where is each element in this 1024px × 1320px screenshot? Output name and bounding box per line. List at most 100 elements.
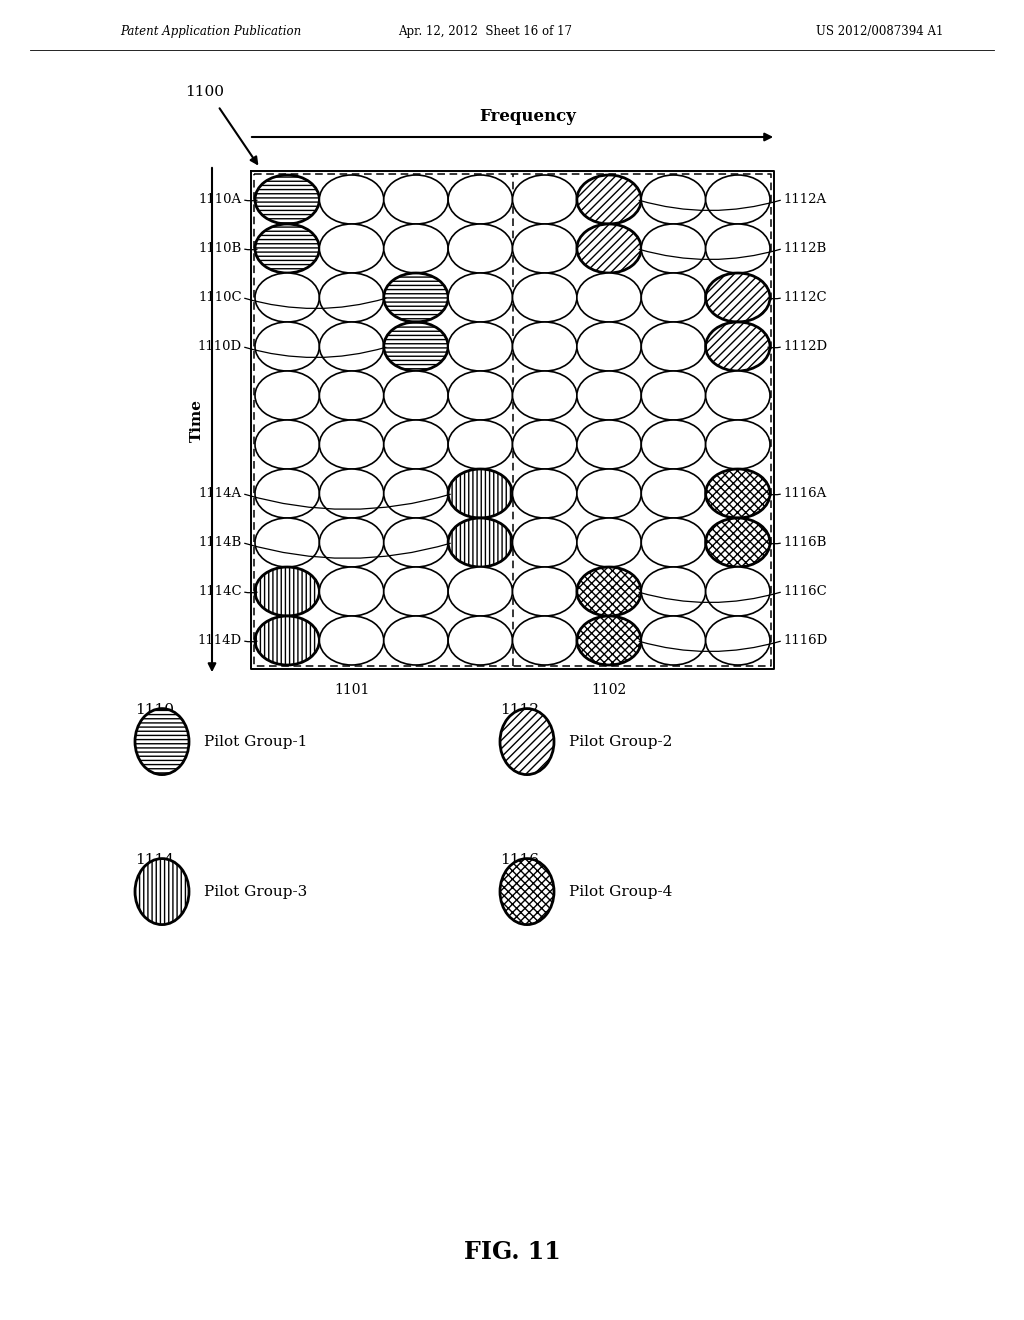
Ellipse shape <box>319 517 384 568</box>
Ellipse shape <box>500 709 554 775</box>
Text: Apr. 12, 2012  Sheet 16 of 17: Apr. 12, 2012 Sheet 16 of 17 <box>398 25 572 38</box>
Ellipse shape <box>512 322 577 371</box>
Ellipse shape <box>384 224 449 273</box>
Ellipse shape <box>706 176 770 224</box>
Text: FIG. 11: FIG. 11 <box>464 1239 560 1265</box>
Text: Time: Time <box>190 399 204 441</box>
Ellipse shape <box>512 224 577 273</box>
Text: Pilot Group-1: Pilot Group-1 <box>204 735 307 748</box>
Ellipse shape <box>641 176 706 224</box>
Ellipse shape <box>577 469 641 517</box>
Ellipse shape <box>512 420 577 469</box>
Ellipse shape <box>255 420 319 469</box>
Ellipse shape <box>449 517 512 568</box>
Ellipse shape <box>641 517 706 568</box>
Ellipse shape <box>319 616 384 665</box>
Text: 1110D: 1110D <box>198 341 242 352</box>
Ellipse shape <box>255 616 319 665</box>
Text: Pilot Group-2: Pilot Group-2 <box>569 735 673 748</box>
Ellipse shape <box>255 176 319 224</box>
Text: 1114C: 1114C <box>199 585 242 598</box>
Ellipse shape <box>384 176 449 224</box>
Text: 1110C: 1110C <box>199 290 242 304</box>
Ellipse shape <box>449 224 512 273</box>
Ellipse shape <box>319 322 384 371</box>
Text: 1112: 1112 <box>500 704 539 717</box>
Text: 1112B: 1112B <box>783 242 826 255</box>
Text: 1112D: 1112D <box>783 341 827 352</box>
Ellipse shape <box>512 568 577 616</box>
Ellipse shape <box>255 273 319 322</box>
Ellipse shape <box>641 224 706 273</box>
Ellipse shape <box>706 568 770 616</box>
Text: 1100: 1100 <box>185 84 224 99</box>
Text: 1110: 1110 <box>135 704 174 717</box>
Ellipse shape <box>512 273 577 322</box>
Ellipse shape <box>449 568 512 616</box>
Ellipse shape <box>706 469 770 517</box>
Ellipse shape <box>384 273 449 322</box>
Ellipse shape <box>512 517 577 568</box>
Ellipse shape <box>384 469 449 517</box>
Text: 1110A: 1110A <box>199 193 242 206</box>
Ellipse shape <box>449 469 512 517</box>
Ellipse shape <box>449 273 512 322</box>
Text: 1114: 1114 <box>135 853 174 867</box>
Ellipse shape <box>384 322 449 371</box>
Ellipse shape <box>500 858 554 924</box>
Text: 1114D: 1114D <box>198 634 242 647</box>
Ellipse shape <box>512 371 577 420</box>
Ellipse shape <box>384 616 449 665</box>
Text: 1112A: 1112A <box>783 193 826 206</box>
Text: 1116: 1116 <box>500 853 539 867</box>
Ellipse shape <box>641 616 706 665</box>
Ellipse shape <box>512 469 577 517</box>
Text: 1112C: 1112C <box>783 290 826 304</box>
Ellipse shape <box>384 371 449 420</box>
Ellipse shape <box>319 224 384 273</box>
Ellipse shape <box>255 322 319 371</box>
Ellipse shape <box>384 420 449 469</box>
Ellipse shape <box>641 273 706 322</box>
Ellipse shape <box>135 858 189 924</box>
Text: Frequency: Frequency <box>479 108 575 125</box>
Ellipse shape <box>577 420 641 469</box>
Text: 1114B: 1114B <box>199 536 242 549</box>
Ellipse shape <box>706 616 770 665</box>
Ellipse shape <box>319 273 384 322</box>
Ellipse shape <box>449 322 512 371</box>
Text: 1116D: 1116D <box>783 634 827 647</box>
Ellipse shape <box>255 469 319 517</box>
Ellipse shape <box>641 469 706 517</box>
Ellipse shape <box>319 568 384 616</box>
Ellipse shape <box>577 273 641 322</box>
Text: Pilot Group-4: Pilot Group-4 <box>569 884 673 899</box>
Text: 1110B: 1110B <box>199 242 242 255</box>
Ellipse shape <box>319 176 384 224</box>
Ellipse shape <box>319 371 384 420</box>
Ellipse shape <box>512 176 577 224</box>
Ellipse shape <box>319 420 384 469</box>
Text: 1102: 1102 <box>592 682 627 697</box>
Ellipse shape <box>449 176 512 224</box>
Text: US 2012/0087394 A1: US 2012/0087394 A1 <box>816 25 944 38</box>
Ellipse shape <box>577 616 641 665</box>
Ellipse shape <box>577 322 641 371</box>
Text: Patent Application Publication: Patent Application Publication <box>120 25 301 38</box>
Text: 1116A: 1116A <box>783 487 826 500</box>
Ellipse shape <box>449 616 512 665</box>
Ellipse shape <box>577 568 641 616</box>
Text: 1114A: 1114A <box>199 487 242 500</box>
Ellipse shape <box>384 568 449 616</box>
Ellipse shape <box>706 371 770 420</box>
Ellipse shape <box>706 420 770 469</box>
Ellipse shape <box>255 371 319 420</box>
Ellipse shape <box>641 322 706 371</box>
Text: 1116C: 1116C <box>783 585 826 598</box>
Ellipse shape <box>512 616 577 665</box>
Ellipse shape <box>641 568 706 616</box>
Ellipse shape <box>319 469 384 517</box>
Ellipse shape <box>449 420 512 469</box>
Ellipse shape <box>641 371 706 420</box>
Ellipse shape <box>255 517 319 568</box>
